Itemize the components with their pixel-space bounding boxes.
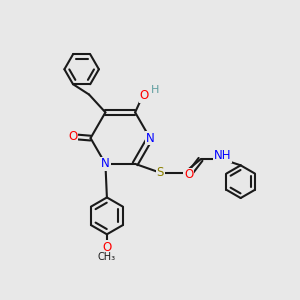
Text: CH₃: CH₃ bbox=[98, 252, 116, 262]
Text: NH: NH bbox=[214, 149, 232, 162]
Text: O: O bbox=[68, 130, 77, 143]
Text: O: O bbox=[102, 241, 112, 254]
Text: S: S bbox=[157, 166, 164, 179]
Text: N: N bbox=[101, 158, 110, 170]
Text: N: N bbox=[146, 132, 154, 145]
Text: H: H bbox=[151, 85, 159, 95]
Text: O: O bbox=[140, 89, 149, 102]
Text: O: O bbox=[184, 168, 193, 181]
